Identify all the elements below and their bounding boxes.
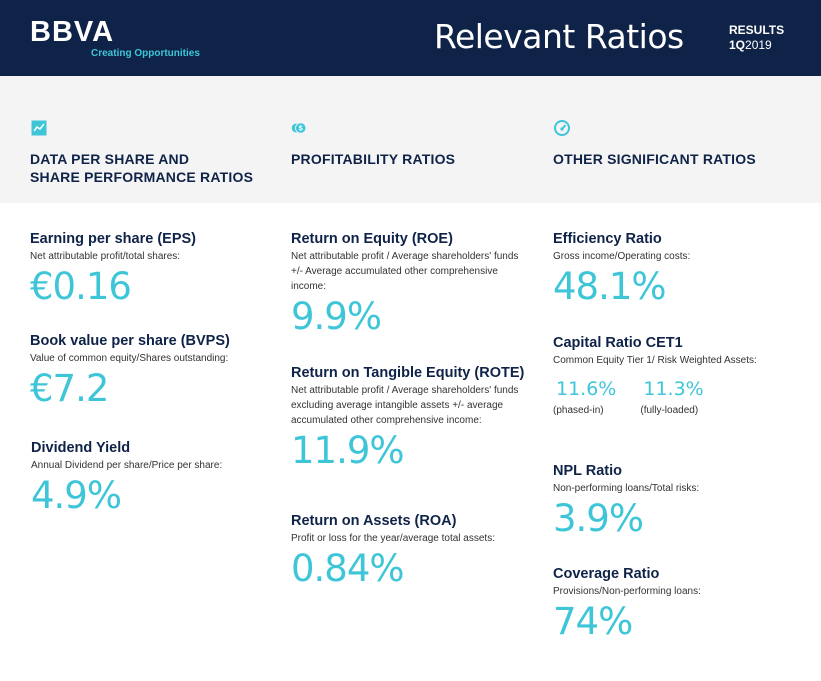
- metric-value: €7.2: [30, 367, 109, 410]
- metric-title: Return on Assets (ROA): [291, 513, 457, 529]
- sub-value: 11.3%: [643, 378, 704, 400]
- metric-efficiency: Efficiency Ratio Gross income/Operating …: [553, 231, 803, 310]
- metric-description: Non-performing loans/Total risks:: [553, 483, 700, 494]
- metric-title: NPL Ratio: [553, 463, 623, 479]
- cet1-fully-loaded: 11.3% (fully-loaded): [640, 378, 703, 418]
- metric-value: 0.84%: [291, 547, 405, 590]
- metric-roe: Return on Equity (ROE) Net attributable …: [291, 231, 541, 340]
- metric-dividend-yield: Dividend Yield Annual Dividend per share…: [31, 440, 281, 519]
- period: 1Q: [729, 38, 746, 52]
- tagline: Creating Opportunities: [91, 48, 200, 59]
- svg-text:$: $: [299, 124, 304, 133]
- column-heading-text: OTHER SIGNIFICANT RATIOS: [553, 151, 756, 167]
- sub-label: (phased-in): [553, 405, 604, 416]
- gauge-icon: [554, 120, 570, 136]
- results-period: RESULTS 1Q2019: [729, 23, 784, 53]
- column-heading-share-data: DATA PER SHARE AND SHARE PERFORMANCE RAT…: [30, 120, 280, 186]
- sub-label: (fully-loaded): [640, 405, 699, 416]
- coins-dollar-icon: $: [291, 122, 307, 134]
- metric-title: Return on Equity (ROE): [291, 231, 453, 247]
- metric-title: Return on Tangible Equity (ROTE): [291, 365, 525, 381]
- metric-eps: Earning per share (EPS) Net attributable…: [30, 231, 280, 310]
- metric-bvps: Book value per share (BVPS) Value of com…: [30, 333, 280, 412]
- metric-cet1: Capital Ratio CET1 Common Equity Tier 1/…: [553, 335, 803, 418]
- metric-value: 9.9%: [291, 295, 382, 338]
- results-label: RESULTS: [729, 23, 785, 37]
- column-heading-profitability: $ PROFITABILITY RATIOS: [291, 120, 541, 168]
- results-quarter: 1Q2019: [729, 38, 784, 53]
- metric-value: 11.9%: [291, 429, 405, 472]
- section-heading-band: [0, 76, 821, 203]
- page-title: Relevant Ratios: [434, 17, 684, 56]
- metric-description: Provisions/Non-performing loans:: [553, 586, 701, 597]
- metric-title: Coverage Ratio: [553, 566, 660, 582]
- metric-coverage: Coverage Ratio Provisions/Non-performing…: [553, 566, 803, 645]
- metric-rote: Return on Tangible Equity (ROTE) Net att…: [291, 365, 541, 474]
- bbva-logo: BBVA: [30, 16, 115, 48]
- metric-value: 3.9%: [553, 497, 644, 540]
- metric-title: Capital Ratio CET1: [553, 335, 683, 351]
- metric-description: Gross income/Operating costs:: [553, 251, 691, 262]
- metric-value: €0.16: [30, 265, 132, 308]
- line-chart-icon: [31, 120, 47, 136]
- column-heading-text: SHARE PERFORMANCE RATIOS: [30, 169, 254, 185]
- metric-value: 74%: [553, 600, 633, 643]
- metric-description: Net attributable profit/total shares:: [30, 251, 181, 262]
- metric-npl: NPL Ratio Non-performing loans/Total ris…: [553, 463, 803, 542]
- metric-value: 48.1%: [553, 265, 667, 308]
- metric-title: Dividend Yield: [31, 440, 131, 456]
- metric-roa: Return on Assets (ROA) Profit or loss fo…: [291, 513, 541, 592]
- cet1-phased-in: 11.6% (phased-in): [553, 378, 616, 418]
- metric-title: Efficiency Ratio: [553, 231, 662, 247]
- metric-title: Earning per share (EPS): [30, 231, 196, 247]
- year: 2019: [745, 38, 772, 52]
- column-heading-text: PROFITABILITY RATIOS: [291, 151, 456, 167]
- metric-value: 4.9%: [31, 474, 122, 517]
- header-bar: BBVA Creating Opportunities Relevant Rat…: [0, 0, 821, 76]
- metric-description: Net attributable profit / Average shareh…: [291, 251, 519, 292]
- metric-description: Net attributable profit / Average shareh…: [291, 385, 519, 426]
- column-heading-text: DATA PER SHARE AND: [30, 151, 190, 167]
- metric-title: Book value per share (BVPS): [30, 333, 230, 349]
- cet1-values: 11.6% (phased-in) 11.3% (fully-loaded): [553, 378, 803, 418]
- sub-value: 11.6%: [556, 378, 617, 400]
- column-heading-other: OTHER SIGNIFICANT RATIOS: [553, 120, 803, 168]
- metric-description: Common Equity Tier 1/ Risk Weighted Asse…: [553, 355, 757, 366]
- metric-description: Value of common equity/Shares outstandin…: [30, 353, 229, 364]
- metric-description: Annual Dividend per share/Price per shar…: [31, 460, 223, 471]
- metric-description: Profit or loss for the year/average tota…: [291, 533, 495, 544]
